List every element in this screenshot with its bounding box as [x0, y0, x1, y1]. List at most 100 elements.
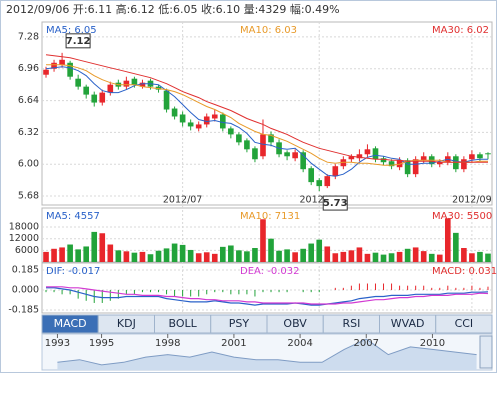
candle-body [236, 134, 242, 143]
candle-body [252, 148, 258, 160]
scroll-handle[interactable] [479, 335, 493, 369]
volume-bar [485, 253, 491, 262]
volume-bar [244, 251, 250, 262]
macd-panel [41, 262, 493, 314]
candle-body [404, 160, 411, 175]
volume-bar [107, 244, 114, 262]
volume-bar [420, 251, 427, 262]
tab-label[interactable]: PSY [229, 317, 250, 330]
candle-body [219, 114, 226, 129]
volume-bar [83, 246, 90, 262]
candle-body [99, 92, 106, 103]
volume-bar [163, 248, 170, 262]
volume-bar [308, 243, 315, 262]
volume-bar [99, 233, 106, 262]
volume-bar [388, 253, 395, 262]
volume-bar [43, 251, 49, 262]
tab-label[interactable]: WVAD [391, 317, 425, 330]
candle-body [67, 62, 73, 77]
candle-body [332, 166, 339, 177]
volume-bar [260, 219, 266, 262]
volume-bar [477, 251, 483, 262]
volume-bar [348, 250, 355, 262]
tab-label[interactable]: BOLL [168, 317, 197, 330]
tab-label[interactable]: CCI [455, 317, 474, 330]
candle-body [292, 152, 298, 159]
candle-body [260, 134, 266, 157]
tab-label[interactable]: RSI [342, 317, 360, 330]
volume-bar [59, 247, 65, 262]
y-tick-label: 6.00 [18, 159, 39, 170]
y-tick-label: 12000 [9, 233, 39, 244]
tab[interactable] [435, 314, 493, 334]
history-area [57, 339, 477, 370]
candle-body [380, 158, 387, 163]
macd-line [46, 287, 489, 306]
volume-bar [332, 253, 339, 262]
volume-bar [228, 245, 234, 262]
price-panel [41, 21, 493, 206]
candle-body [123, 80, 130, 87]
candle-body [461, 159, 467, 170]
x-tick-label: 2012/07 [163, 195, 202, 206]
candle-body [388, 161, 395, 167]
candle-body [348, 156, 355, 160]
candle-body [308, 168, 315, 183]
annotation: 5.73 [323, 198, 348, 209]
candle-body [139, 82, 146, 87]
volume-bar [187, 249, 194, 262]
volume-bar [276, 250, 282, 262]
legend-entry: MA10: 6.03 [240, 25, 297, 36]
candle-body [412, 159, 419, 175]
tab-label[interactable]: OBV [283, 317, 307, 330]
x-tick-label: 1993 [45, 338, 70, 349]
volume-bar [316, 239, 323, 262]
candle-body [171, 108, 178, 117]
y-tick-label: 6.96 [18, 63, 39, 74]
annotation-box [322, 195, 348, 211]
candle-body [340, 159, 347, 167]
volume-bar [284, 249, 290, 262]
candle-body [316, 180, 323, 187]
volume-bar [179, 244, 186, 262]
ma-line [45, 54, 488, 163]
candle-body [300, 152, 306, 170]
volume-bar [195, 253, 202, 262]
candle-body [75, 78, 81, 87]
candle-body [203, 116, 210, 125]
legend-entry: MA30: 6.02 [432, 25, 489, 36]
volume-bar [67, 244, 73, 262]
x-tick-label: 1995 [89, 338, 114, 349]
annotation-box [65, 33, 91, 49]
legend-entry: MACD: 0.031 [432, 266, 497, 277]
history-line [57, 338, 477, 366]
candle-body [179, 114, 186, 123]
y-tick-label: 5.68 [18, 191, 39, 202]
candle-body [284, 152, 290, 157]
candle-body [51, 62, 57, 69]
volume-bar [75, 249, 81, 262]
candle-body [211, 114, 218, 119]
y-tick-label: 7.28 [18, 31, 39, 42]
candle-body [477, 154, 483, 159]
volume-bar [380, 254, 387, 262]
candle-body [356, 154, 363, 159]
candle-body [268, 134, 274, 143]
tab-label[interactable]: MACD [54, 317, 87, 330]
frame [0, 0, 497, 373]
tab-label[interactable]: KDJ [117, 317, 136, 330]
volume-bar [404, 248, 411, 262]
volume-bar [436, 254, 443, 262]
volume-bar [268, 238, 274, 262]
volume-bar [203, 252, 210, 262]
volume-bar [292, 252, 298, 262]
candle-body [131, 78, 138, 85]
volume-bar [211, 253, 218, 262]
candle-body [228, 128, 234, 135]
volume-bar [324, 246, 331, 262]
legend-entry: MA5: 4557 [46, 211, 100, 222]
volume-bar [453, 232, 459, 262]
candle-body [436, 162, 443, 165]
legend-entry: MA10: 7131 [240, 211, 300, 222]
